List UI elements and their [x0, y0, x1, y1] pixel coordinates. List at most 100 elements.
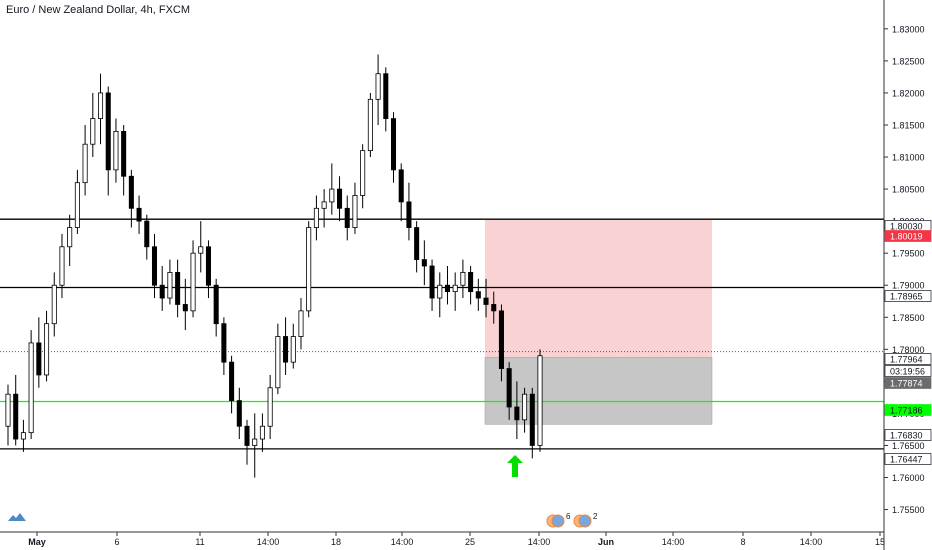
- candle: [28, 330, 34, 440]
- candle-body: [452, 284, 458, 293]
- candle-body: [151, 246, 158, 286]
- time-tick-label: 14:00: [528, 537, 551, 547]
- candle-body: [5, 393, 11, 427]
- price-tag-label: 1.77964: [890, 355, 923, 365]
- price-tag-bg: [884, 377, 932, 389]
- candle-body: [67, 227, 73, 248]
- candle-body: [283, 336, 289, 363]
- candle-body: [252, 438, 258, 446]
- candle-body: [98, 92, 104, 119]
- candle-body: [360, 150, 366, 196]
- candle-body: [229, 361, 235, 402]
- candle: [236, 387, 242, 440]
- candle: [105, 86, 111, 196]
- candle-body: [298, 310, 304, 337]
- candle-body: [367, 98, 373, 152]
- candle: [390, 112, 397, 183]
- stop-loss-zone[interactable]: [485, 219, 712, 358]
- candle: [452, 272, 458, 311]
- candle-body: [321, 201, 327, 209]
- price-tag-label: 1.80019: [890, 232, 923, 242]
- candle: [59, 233, 65, 299]
- candle: [290, 323, 296, 369]
- candle: [67, 214, 73, 266]
- candle: [221, 317, 227, 375]
- candle-body: [28, 342, 34, 434]
- candle: [460, 259, 466, 299]
- candle-body: [352, 195, 358, 228]
- candle: [275, 323, 281, 395]
- candle: [483, 278, 489, 318]
- candle: [475, 278, 481, 311]
- candles: [5, 54, 543, 478]
- candle: [375, 54, 381, 125]
- candle-body: [51, 284, 57, 325]
- candle: [151, 233, 158, 299]
- time-tick-label: 11: [195, 537, 204, 547]
- candle: [506, 362, 512, 420]
- candle: [437, 272, 443, 318]
- candle-body: [121, 130, 127, 177]
- event-count: 2: [593, 512, 598, 521]
- candle-body: [59, 246, 65, 286]
- candle-body: [113, 130, 119, 171]
- candle-body: [44, 323, 50, 376]
- price-tag: 1.76830: [884, 429, 932, 441]
- candle-body: [175, 272, 181, 305]
- candle: [36, 317, 42, 388]
- candle: [259, 413, 265, 452]
- candle: [205, 240, 211, 299]
- price-tag: 1.77964: [884, 353, 932, 365]
- candle: [498, 304, 504, 382]
- candle: [98, 73, 104, 145]
- candle: [51, 272, 57, 337]
- candle-body: [136, 207, 142, 222]
- price-tick-label: 1.79500: [892, 249, 925, 259]
- candle-body: [429, 265, 435, 299]
- candle-body: [337, 188, 343, 209]
- candle-body: [390, 118, 397, 171]
- candle: [74, 169, 80, 234]
- candle: [383, 67, 389, 132]
- candle: [468, 266, 474, 305]
- price-tag-bg: [884, 230, 932, 242]
- candle-body: [421, 259, 427, 267]
- price-tick-label: 1.75500: [892, 505, 925, 515]
- price-tag: 1.78965: [884, 290, 932, 302]
- time-tick-label: 14:00: [391, 537, 414, 547]
- price-tag-label: 1.78965: [890, 292, 923, 302]
- candle: [213, 278, 219, 337]
- candle: [175, 259, 181, 318]
- candle: [144, 214, 150, 260]
- price-tick-label: 1.83000: [892, 24, 925, 34]
- candle-body: [82, 143, 88, 184]
- candle-body: [144, 220, 150, 248]
- price-tag-label: 03:19:56: [890, 367, 925, 377]
- candle-body: [313, 207, 319, 228]
- price-tag-bg: [884, 353, 932, 365]
- time-tick-label: 15: [875, 537, 885, 547]
- candle-body: [221, 323, 227, 363]
- candle: [429, 259, 435, 311]
- price-tick-label: 1.80500: [892, 185, 925, 195]
- candle-body: [190, 252, 196, 312]
- price-tick-label: 1.82500: [892, 56, 925, 66]
- time-axis[interactable]: May 6 11 14:00 18 14:00 25 14:00 Jun 14:00 8 14:00 1…: [0, 531, 885, 547]
- horizontal-levels[interactable]: [0, 218, 884, 450]
- time-tick-label: 6: [114, 537, 119, 547]
- price-tag-bg: [884, 453, 932, 465]
- time-tick-label: 14:00: [662, 537, 685, 547]
- tradingview-cloud-icon[interactable]: [6, 510, 28, 524]
- price-axis[interactable]: 1.83000 1.82500 1.82000 1.81500 1.81000 1.805…: [883, 0, 925, 550]
- candle-body: [167, 272, 173, 299]
- candle: [136, 195, 142, 234]
- candle-body: [529, 393, 535, 446]
- candle: [360, 144, 366, 209]
- candle: [113, 118, 119, 183]
- price-tick-label: 1.76000: [892, 473, 925, 483]
- price-tick-label: 1.82000: [892, 88, 925, 98]
- candle: [398, 163, 404, 222]
